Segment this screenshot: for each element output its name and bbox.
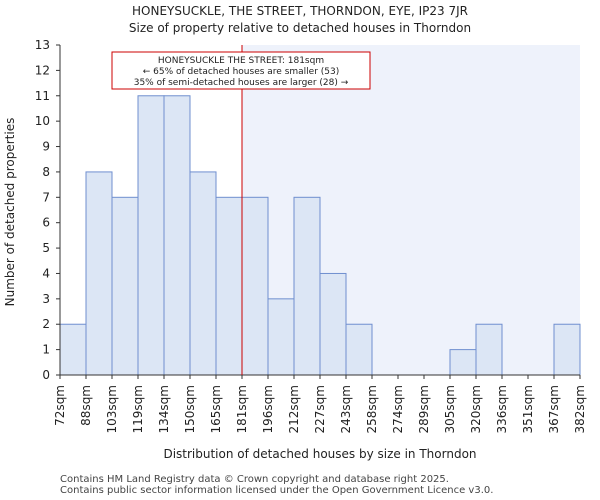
x-tick-label: 212sqm	[287, 385, 301, 433]
chart-title: HONEYSUCKLE, THE STREET, THORNDON, EYE, …	[132, 4, 468, 18]
y-tick-label: 13	[35, 38, 50, 52]
bar-320sqm	[475, 323, 503, 376]
bar-305sqm	[449, 349, 477, 376]
y-tick-label: 6	[42, 216, 50, 230]
annotation-box: HONEYSUCKLE THE STREET: 181sqm← 65% of d…	[111, 51, 371, 90]
y-tick-label: 4	[42, 266, 50, 280]
annotation-line-1: HONEYSUCKLE THE STREET: 181sqm	[158, 56, 324, 66]
x-tick-label: 336sqm	[495, 385, 509, 433]
bar-243sqm	[345, 323, 373, 376]
bar-103sqm	[111, 196, 139, 376]
x-tick-label: 351sqm	[521, 385, 535, 433]
x-tick-label: 320sqm	[469, 385, 483, 433]
bar-196sqm	[267, 298, 295, 376]
footer-licence: Contains public sector information licen…	[60, 485, 494, 496]
x-tick-label: 72sqm	[53, 385, 67, 426]
annotation-line-3: 35% of semi-detached houses are larger (…	[134, 78, 349, 88]
bar-181sqm	[241, 196, 269, 376]
x-tick-label: 196sqm	[261, 385, 275, 433]
x-tick-label: 258sqm	[365, 385, 379, 433]
footer-copyright: Contains HM Land Registry data © Crown c…	[60, 474, 449, 485]
chart-subtitle: Size of property relative to detached ho…	[128, 21, 472, 35]
y-tick-label: 11	[35, 89, 50, 103]
x-tick-label: 134sqm	[157, 385, 171, 433]
bar-367sqm	[553, 323, 581, 376]
y-axis-label: Number of detached properties	[3, 118, 17, 307]
y-tick-label: 3	[42, 292, 50, 306]
x-tick-label: 181sqm	[235, 385, 249, 433]
x-tick-label: 150sqm	[183, 385, 197, 433]
bar-212sqm	[293, 196, 321, 376]
y-tick-label: 9	[42, 140, 50, 154]
bar-88sqm	[85, 171, 113, 376]
x-tick-label: 165sqm	[209, 385, 223, 433]
bar-227sqm	[319, 272, 347, 376]
bar-72sqm	[59, 323, 87, 376]
annotation-frame	[111, 51, 371, 90]
x-tick-label: 88sqm	[79, 385, 93, 426]
bar-150sqm	[189, 171, 217, 376]
x-axis-label: Distribution of detached houses by size …	[163, 447, 476, 461]
x-tick-label: 289sqm	[417, 385, 431, 433]
y-tick-label: 7	[42, 190, 50, 204]
y-tick-label: 12	[35, 63, 50, 77]
x-tick-label: 119sqm	[131, 385, 145, 433]
x-tick-label: 227sqm	[313, 385, 327, 433]
annotation-line-2: ← 65% of detached houses are smaller (53…	[143, 67, 340, 77]
y-tick-label: 2	[42, 317, 50, 331]
x-tick-label: 103sqm	[105, 385, 119, 433]
x-tick-label: 243sqm	[339, 385, 353, 433]
y-tick-label: 10	[35, 114, 50, 128]
bar-165sqm	[215, 196, 243, 376]
x-tick-label: 367sqm	[547, 385, 561, 433]
x-tick-label: 274sqm	[391, 385, 405, 433]
bar-119sqm	[137, 95, 165, 376]
y-tick-label: 1	[42, 343, 50, 357]
x-tick-label: 382sqm	[573, 385, 587, 433]
y-tick-label: 5	[42, 241, 50, 255]
y-tick-label: 0	[42, 368, 50, 382]
x-tick-label: 305sqm	[443, 385, 457, 433]
y-tick-label: 8	[42, 165, 50, 179]
bar-134sqm	[163, 95, 191, 376]
